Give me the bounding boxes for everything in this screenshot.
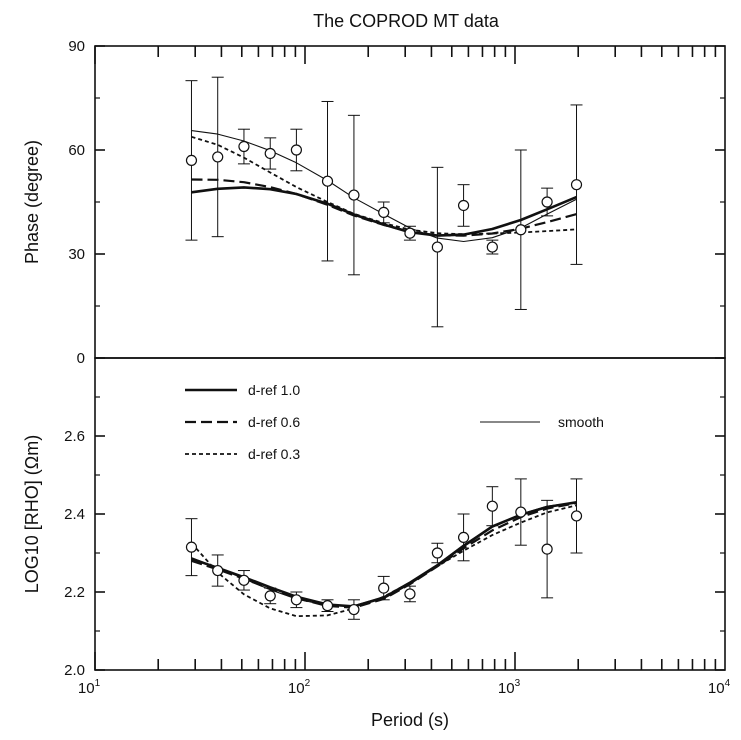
chart-title: The COPROD MT data [313,11,500,31]
data-point [290,594,302,606]
series-line-d-ref-0-6 [191,178,577,237]
data-point [348,603,360,616]
phase-panel: 0 30 60 90 Phase (degree) [22,38,726,367]
x-tick-labels: 101 102 103 104 [78,678,731,697]
data-point [541,196,553,208]
data-point [290,144,302,156]
y-tick-label: 0 [77,350,85,367]
data-point [212,151,224,163]
phase-plot-frame [94,45,726,359]
rho-y-axis-title: LOG10 [RHO] (Ωm) [22,435,42,593]
series-line-smooth [191,501,577,607]
data-point [321,175,334,187]
y-tick-label: 90 [68,38,85,55]
x-tick-label: 101 [78,678,101,697]
data-point [431,241,443,253]
legend-label: d-ref 1.0 [248,382,300,398]
data-point [378,582,390,594]
data-point [264,147,276,160]
rho-y-tick-labels: 2.0 2.2 2.4 2.6 [64,428,85,679]
data-point [515,224,527,236]
series-line-d-ref-0-3 [190,504,577,618]
y-tick-label: 2.6 [64,428,85,445]
data-point [486,241,498,253]
phase-y-axis-title: Phase (degree) [22,140,42,264]
phase-error-bars [185,76,583,328]
phase-observed-points [185,140,583,253]
data-point [185,154,198,166]
data-point [486,500,498,512]
data-point [515,506,527,518]
data-point [457,531,470,544]
data-point [321,600,334,612]
data-point [431,547,443,559]
phase-axis-ticks [94,45,725,359]
x-tick-label: 103 [498,678,521,697]
x-tick-label: 104 [708,678,731,697]
rho-plot-frame [94,357,726,671]
rho-observed-points [185,500,583,616]
y-tick-label: 2.2 [64,584,85,601]
data-point [541,543,553,555]
data-point [185,541,198,553]
legend-label: d-ref 0.3 [248,446,300,462]
y-tick-label: 60 [68,142,85,159]
data-point [212,564,224,577]
data-point [404,227,416,239]
rho-panel: 2.0 2.2 2.4 2.6 d-ref 1.0 d-ref 0.6 d-ref 0.3… [22,357,731,730]
phase-y-tick-labels: 0 30 60 90 [68,38,85,367]
data-point [570,179,583,191]
legend-label: d-ref 0.6 [248,414,300,430]
y-tick-label: 2.0 [64,662,85,679]
y-tick-label: 30 [68,246,85,263]
data-point [238,140,250,153]
x-axis-title: Period (s) [371,710,449,730]
rho-axis-ticks [94,396,725,671]
rho-model-curves [190,501,577,618]
series-line-d-ref-0-3 [191,135,577,236]
data-point [238,574,250,586]
y-tick-label: 2.4 [64,506,85,523]
data-point [570,510,583,522]
data-point [404,588,416,600]
x-tick-label: 102 [288,678,311,697]
data-point [264,590,276,602]
data-point [378,206,390,218]
legend: d-ref 1.0 d-ref 0.6 d-ref 0.3 smooth [185,382,604,462]
data-point [457,199,470,212]
legend-label: smooth [558,414,604,430]
data-point [348,189,360,201]
